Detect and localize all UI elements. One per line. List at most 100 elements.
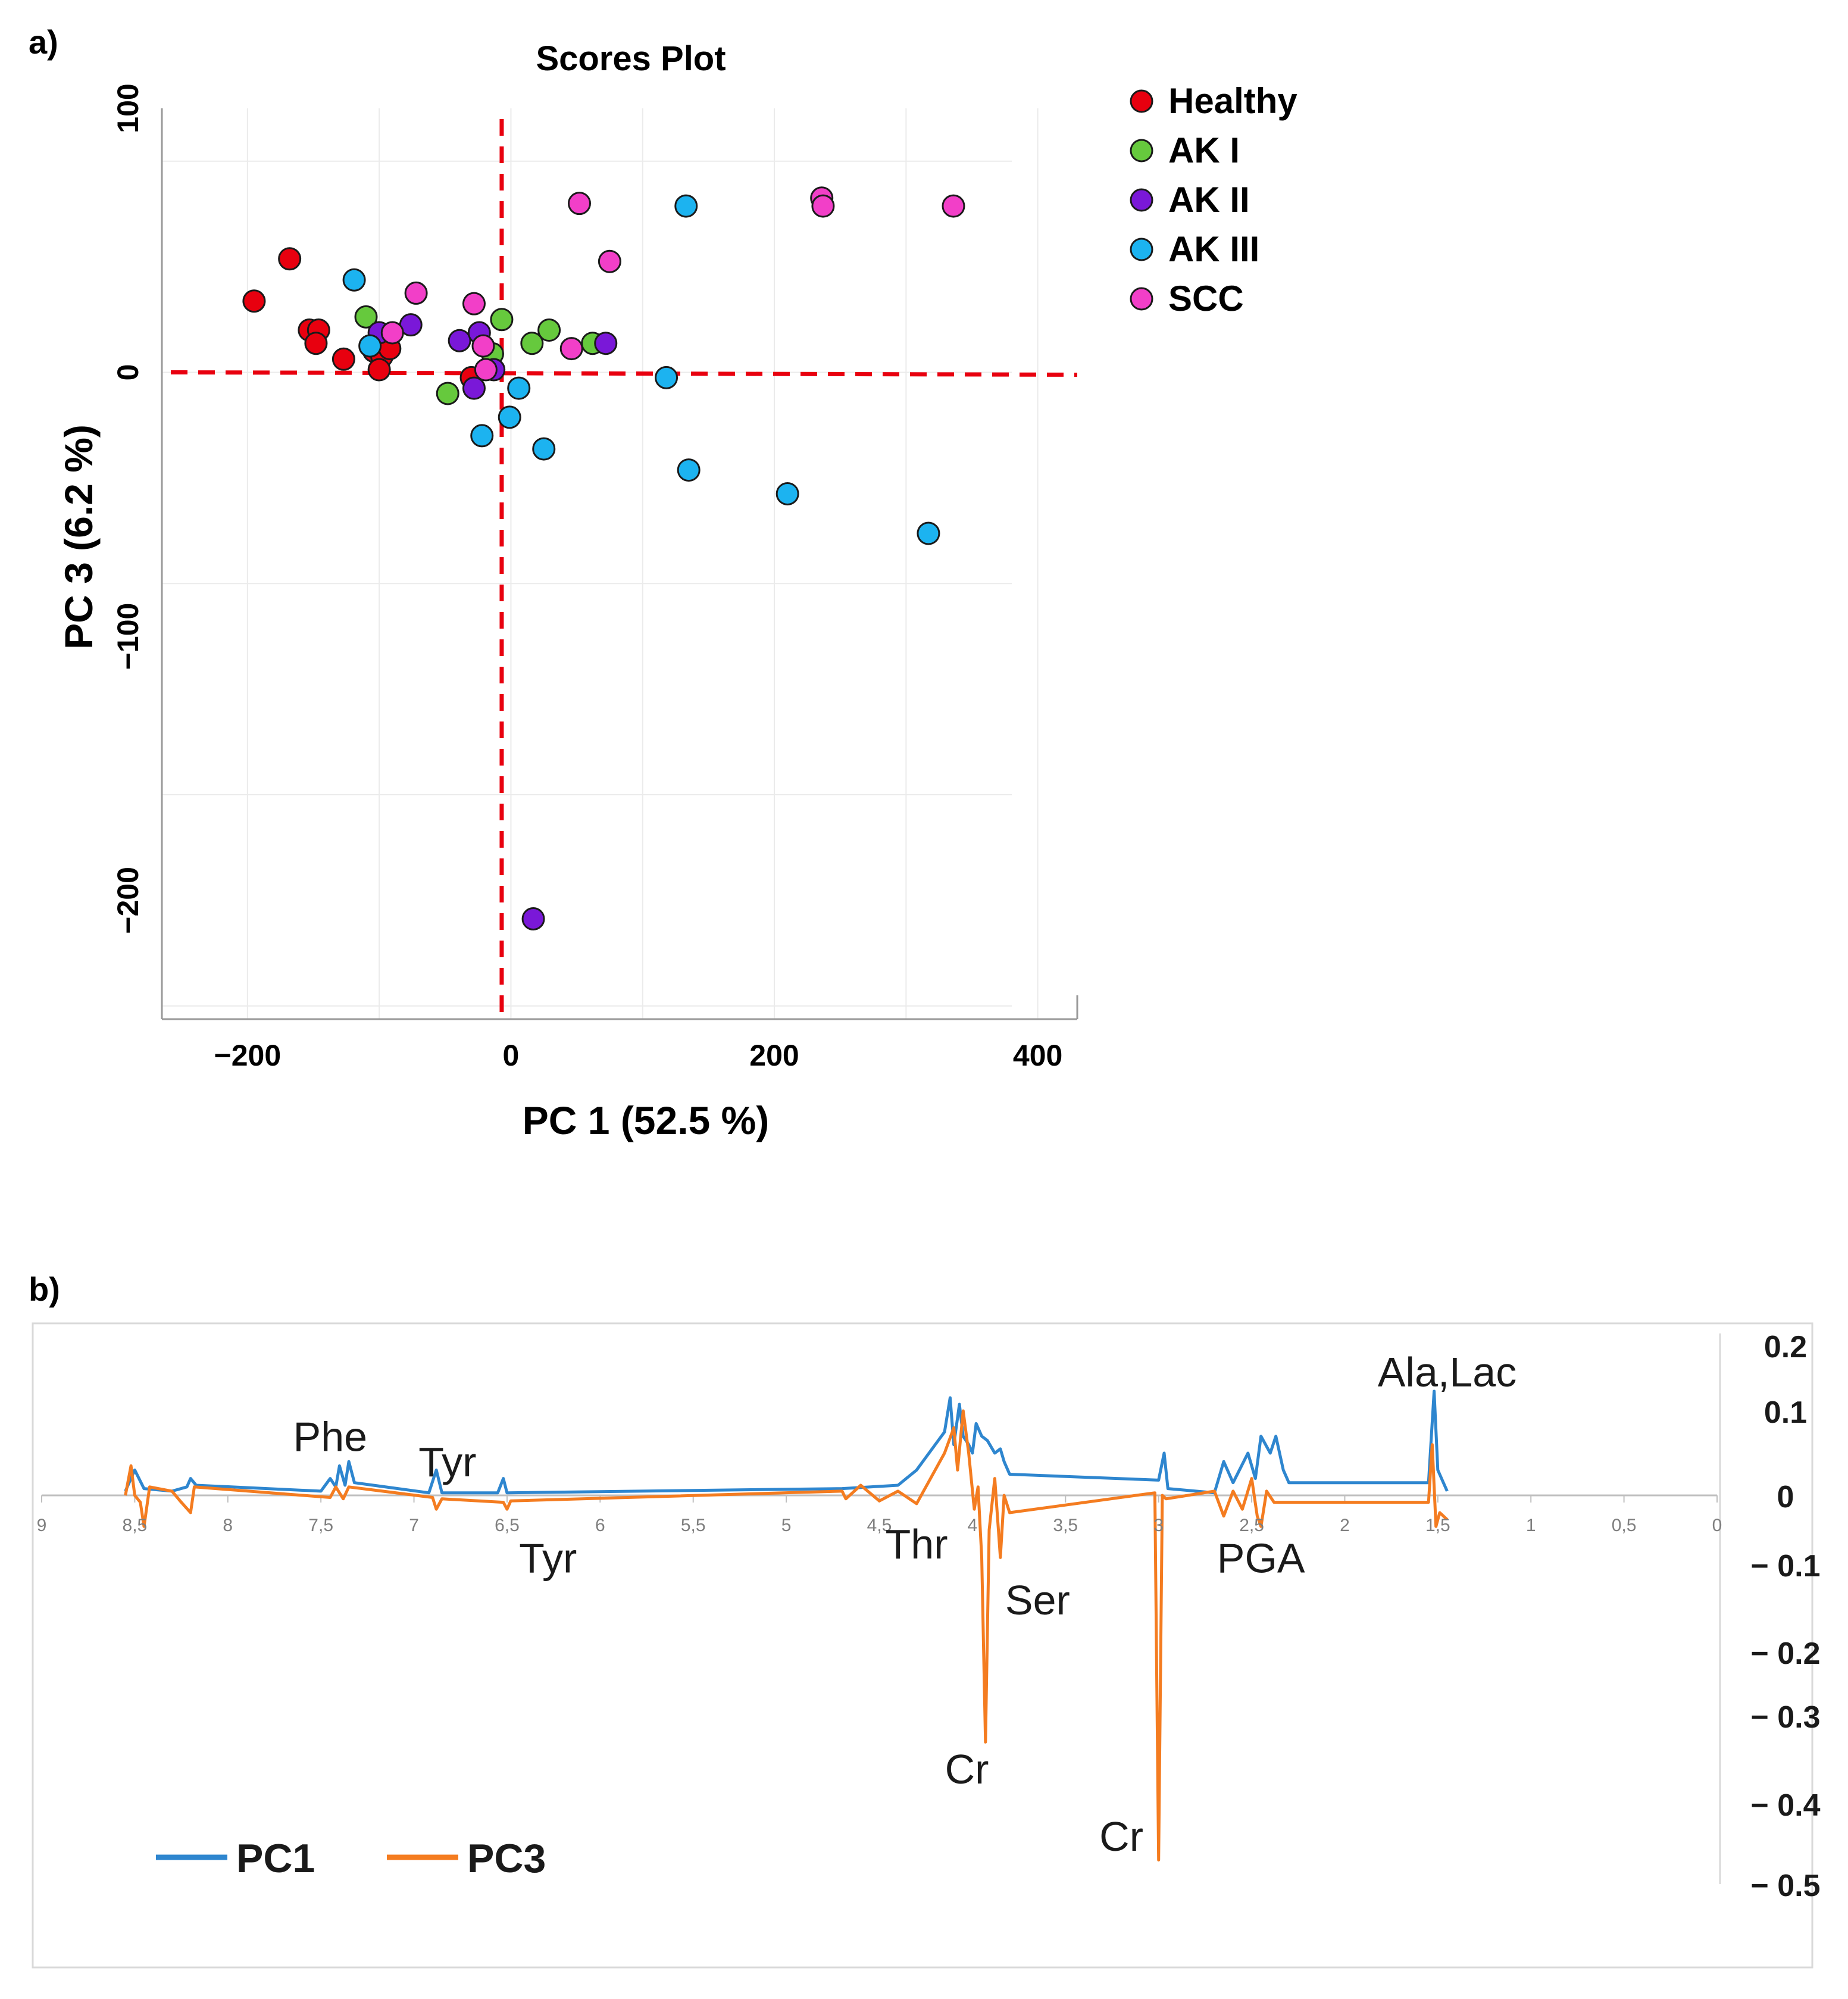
loadings-frame — [32, 1322, 1813, 1969]
x-tick-label: 3 — [1153, 1516, 1164, 1535]
peak-label-phe: Phe — [293, 1414, 368, 1460]
panel-a-label: a) — [29, 23, 58, 61]
x-tick-label: 5 — [781, 1516, 792, 1535]
legend-label-ak-ii: AK II — [1168, 180, 1250, 220]
point-ak-iii — [776, 482, 799, 505]
x-tick-label: −200 — [214, 1039, 282, 1072]
x-tick-label: 2,5 — [1239, 1516, 1264, 1535]
y-tick-label: 0 — [1777, 1480, 1794, 1514]
point-scc — [462, 292, 486, 316]
peak-label-ser: Ser — [1005, 1577, 1070, 1623]
y-tick-label: 0.1 — [1764, 1395, 1807, 1430]
scatter-y-axis-label: PC 3 (6.2 %) — [57, 424, 101, 649]
y-tick-label: −100 — [111, 603, 145, 670]
y-tick-label: −200 — [111, 867, 145, 934]
x-tick-label: 6,5 — [495, 1516, 520, 1535]
scatter-reference-lines — [170, 119, 1078, 1019]
x-tick-label: 8,5 — [123, 1516, 148, 1535]
point-scc — [404, 281, 428, 305]
point-ak-iii — [677, 458, 701, 482]
x-tick-label: 0,5 — [1612, 1516, 1637, 1535]
loadings-annotations: Phe Tyr Tyr Thr Ser Cr Cr PGA Ala,Lac — [293, 1349, 1517, 1860]
point-scc — [474, 358, 498, 382]
scatter-x-axis-label: PC 1 (52.5 %) — [523, 1098, 770, 1142]
loadings-legend: PC1 PC3 — [156, 1836, 546, 1881]
horizontal-reference-line — [170, 370, 1078, 377]
series-line-pc1 — [124, 1389, 1449, 1495]
peak-label-cr: Cr — [1099, 1813, 1143, 1860]
point-healthy — [304, 332, 328, 355]
y-tick-label: 0 — [111, 364, 145, 381]
point-ak-i — [520, 332, 544, 355]
x-tick-label: 200 — [749, 1039, 799, 1072]
point-scc — [380, 321, 404, 345]
point-healthy — [278, 247, 302, 271]
point-ak-ii — [594, 332, 618, 355]
y-tick-label: 100 — [111, 83, 145, 133]
scatter-chart: −200 0 200 400 100 0 −100 −200 Scores Plot PC 1… — [57, 39, 1297, 1142]
point-ak-iii — [917, 521, 940, 545]
point-ak-i — [537, 318, 561, 342]
point-scc — [598, 249, 621, 273]
point-ak-i — [436, 382, 459, 405]
loadings-tick-labels: 9 8,5 8 7,5 7 6,5 6 5,5 5 4,5 4 3,5 3 2,5 2 1,5 1 0,5 0 0.2… — [37, 1330, 1821, 1903]
x-tick-label: 400 — [1013, 1039, 1062, 1072]
point-ak-i — [354, 305, 378, 329]
point-scc — [471, 334, 495, 358]
peak-label-thr: Thr — [886, 1521, 948, 1567]
scatter-legend: Healthy AK I AK II AK III SCC — [1130, 81, 1297, 318]
loadings-line-chart: 9 8,5 8 7,5 7 6,5 6 5,5 5 4,5 4 3,5 3 2,5 2 1,5 1 0,5 0 0.2… — [32, 1322, 1821, 1969]
loadings-series — [124, 1389, 1449, 1861]
point-ak-iii — [358, 334, 382, 358]
legend-marker-ak-i — [1130, 139, 1153, 163]
scatter-grid — [162, 108, 1039, 1019]
panel-b-label: b) — [29, 1270, 60, 1308]
x-tick-label: 0 — [503, 1039, 520, 1072]
point-healthy — [242, 289, 266, 313]
point-ak-ii — [521, 907, 545, 930]
x-tick-label: 6 — [595, 1516, 605, 1535]
x-tick-label: 4 — [968, 1516, 978, 1535]
x-tick-label: 1,5 — [1425, 1516, 1450, 1535]
legend-label-pc3: PC3 — [467, 1836, 546, 1881]
peak-label-pga: PGA — [1217, 1535, 1305, 1581]
legend-marker-ak-iii — [1130, 238, 1153, 261]
peak-label-tyr: Tyr — [418, 1439, 476, 1485]
series-line-pc3 — [124, 1409, 1449, 1861]
point-scc — [942, 194, 965, 218]
point-healthy — [367, 358, 391, 382]
point-scc — [811, 194, 835, 218]
point-ak-iii — [342, 268, 366, 292]
point-ak-iii — [470, 424, 494, 448]
point-ak-iii — [532, 437, 556, 461]
point-healthy — [332, 347, 355, 371]
point-ak-iii — [674, 194, 698, 218]
legend-marker-scc — [1130, 287, 1153, 311]
point-ak-iii — [507, 376, 531, 400]
point-ak-iii — [655, 366, 678, 389]
legend-marker-ak-ii — [1130, 188, 1153, 212]
point-scc — [568, 192, 592, 215]
y-tick-label: − 0.1 — [1750, 1549, 1820, 1583]
x-tick-label: 9 — [37, 1516, 47, 1535]
x-tick-label: 4,5 — [867, 1516, 892, 1535]
x-tick-label: 5,5 — [681, 1516, 706, 1535]
point-scc — [559, 337, 583, 361]
y-tick-label: − 0.3 — [1750, 1700, 1820, 1735]
peak-label-cr: Cr — [945, 1746, 989, 1792]
point-ak-ii — [448, 329, 471, 352]
y-tick-label: − 0.2 — [1750, 1636, 1820, 1671]
peak-label-tyr: Tyr — [519, 1535, 577, 1581]
peak-label-ala-lac: Ala,Lac — [1378, 1349, 1516, 1395]
x-tick-label: 2 — [1340, 1516, 1350, 1535]
scatter-axes — [161, 108, 1078, 1020]
point-ak-ii — [462, 376, 486, 400]
legend-label-pc1: PC1 — [236, 1836, 315, 1881]
scatter-tick-labels: −200 0 200 400 100 0 −100 −200 — [111, 83, 1062, 1072]
legend-marker-healthy — [1130, 89, 1153, 113]
legend-label-ak-iii: AK III — [1168, 229, 1259, 269]
y-tick-label: − 0.4 — [1750, 1788, 1820, 1823]
x-tick-label: 7 — [409, 1516, 419, 1535]
x-tick-label: 0 — [1712, 1516, 1722, 1535]
legend-label-scc: SCC — [1168, 279, 1244, 318]
